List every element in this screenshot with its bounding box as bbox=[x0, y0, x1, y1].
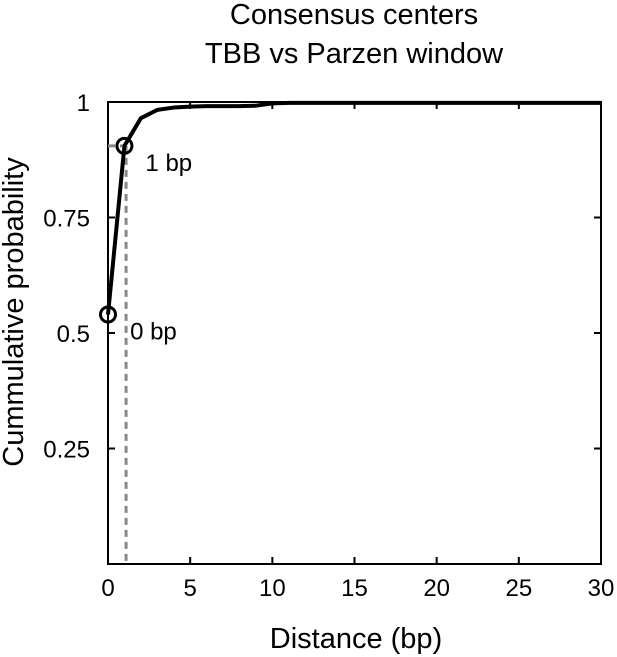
y-axis-label: Cummulative probability bbox=[0, 157, 30, 467]
y-tick-label: 0.75 bbox=[43, 206, 90, 233]
chart-title-line-1: Consensus centers bbox=[230, 0, 478, 31]
point-annotation: 0 bp bbox=[130, 319, 177, 346]
x-tick-label: 20 bbox=[423, 575, 450, 602]
chart-title-line-2: TBB vs Parzen window bbox=[205, 38, 504, 70]
x-tick-label: 5 bbox=[183, 575, 196, 602]
x-tick-label: 0 bbox=[101, 575, 114, 602]
x-tick-label: 30 bbox=[588, 575, 615, 602]
chart-title: Consensus centers TBB vs Parzen window bbox=[205, 0, 504, 70]
point-marker bbox=[115, 136, 134, 155]
series-line bbox=[106, 100, 601, 315]
y-tick-label: 0.5 bbox=[57, 321, 90, 348]
x-tick-label: 15 bbox=[341, 575, 368, 602]
point-markers: 0 bp 1 bp bbox=[99, 136, 192, 346]
y-tick-label: 0.25 bbox=[43, 437, 90, 464]
data-series bbox=[106, 100, 601, 315]
x-tick-label: 10 bbox=[259, 575, 286, 602]
y-tick-label: 1 bbox=[77, 90, 90, 117]
x-axis-label: Distance (bp) bbox=[270, 623, 442, 655]
reference-lines bbox=[108, 144, 128, 564]
point-marker bbox=[99, 305, 117, 324]
x-tick-label: 25 bbox=[505, 575, 532, 602]
y-axis-ticks: 0.25 0.5 0.75 1 bbox=[43, 90, 601, 464]
x-axis-ticks: 0 5 10 15 20 25 30 bbox=[101, 102, 614, 602]
point-annotation: 1 bp bbox=[145, 150, 192, 177]
